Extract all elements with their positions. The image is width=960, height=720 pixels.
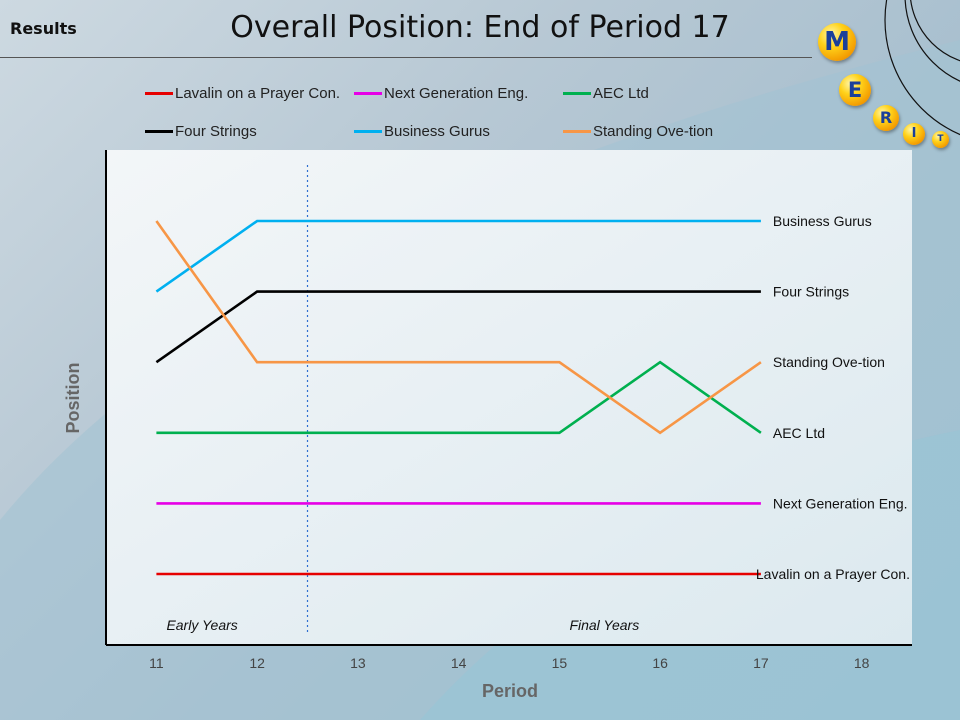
logo-letter-i: I xyxy=(903,123,925,145)
legend-item: AEC Ltd xyxy=(563,85,649,102)
section-label: Results xyxy=(10,19,77,38)
logo-letter-t: T xyxy=(932,131,949,148)
merit-logo: M E R I T xyxy=(810,18,960,153)
chart-legend: Lavalin on a Prayer Con. Next Generation… xyxy=(145,85,765,145)
legend-label: Next Generation Eng. xyxy=(384,85,529,102)
logo-letter-m: M xyxy=(818,23,856,61)
legend-item: Standing Ove-tion xyxy=(563,123,713,140)
series-end-label: Next Generation Eng. xyxy=(773,495,908,511)
annotation-label: Early Years xyxy=(166,617,237,633)
series-end-label: Standing Ove-tion xyxy=(773,354,885,370)
x-tick-label: 13 xyxy=(350,655,366,671)
legend-swatch xyxy=(563,130,591,133)
y-axis-title: Position xyxy=(63,363,83,434)
annotation-label: Final Years xyxy=(569,617,639,633)
legend-item: Four Strings xyxy=(145,123,257,140)
legend-swatch xyxy=(145,130,173,133)
page-title: Overall Position: End of Period 17 xyxy=(230,10,730,45)
series-end-label: Four Strings xyxy=(773,284,849,300)
series-end-label: Lavalin on a Prayer Con. xyxy=(756,566,910,582)
logo-letter-r: R xyxy=(873,105,899,131)
logo-ring-outer xyxy=(884,0,960,136)
header-divider xyxy=(0,57,812,58)
series-end-label: Business Gurus xyxy=(773,213,872,229)
x-tick-label: 16 xyxy=(652,655,668,671)
legend-swatch xyxy=(563,92,591,95)
x-axis-title: Period xyxy=(482,681,538,701)
logo-letter-e: E xyxy=(839,74,871,106)
series-line xyxy=(156,360,762,435)
legend-swatch xyxy=(354,92,382,95)
x-tick-label: 18 xyxy=(854,655,870,671)
legend-swatch xyxy=(145,92,173,95)
series-end-label: AEC Ltd xyxy=(773,425,825,441)
legend-label: Business Gurus xyxy=(384,123,490,140)
legend-item: Lavalin on a Prayer Con. xyxy=(145,85,340,102)
legend-swatch xyxy=(354,130,382,133)
series-line xyxy=(155,290,761,364)
legend-label: AEC Ltd xyxy=(593,85,649,102)
x-tick-label: 11 xyxy=(149,655,164,671)
x-tick-label: 14 xyxy=(451,655,467,671)
x-tick-label: 17 xyxy=(753,655,769,671)
legend-label: Four Strings xyxy=(175,123,257,140)
series-line xyxy=(155,219,761,293)
series-line xyxy=(155,220,762,435)
x-tick-label: 15 xyxy=(552,655,568,671)
legend-item: Business Gurus xyxy=(354,123,490,140)
legend-label: Standing Ove-tion xyxy=(593,123,714,140)
legend-label: Lavalin on a Prayer Con. xyxy=(175,85,341,102)
legend-item: Next Generation Eng. xyxy=(354,85,528,102)
x-tick-label: 12 xyxy=(249,655,265,671)
